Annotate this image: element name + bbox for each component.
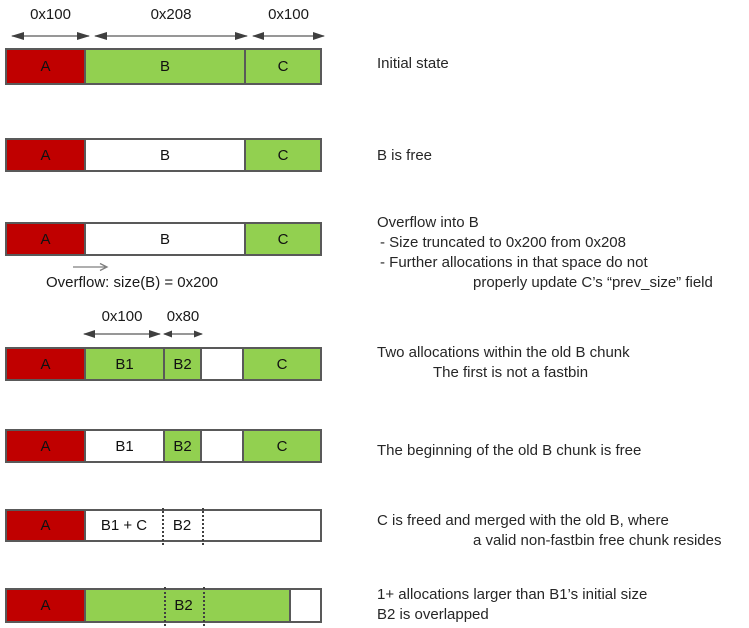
dimension-arrow-icon bbox=[11, 29, 90, 41]
caption-line: Initial state bbox=[377, 55, 449, 72]
chunk-b2-ghost-label: B2 bbox=[174, 597, 193, 614]
caption-line: a valid non-fastbin free chunk resides bbox=[473, 532, 722, 549]
caption-line: C is freed and merged with the old B, wh… bbox=[377, 512, 669, 529]
dim-label-0x100-c: 0x100 bbox=[268, 6, 309, 23]
chunk-c: C bbox=[246, 140, 320, 170]
caption-overflow: Overflow into B - Size truncated to 0x20… bbox=[377, 213, 713, 293]
caption-beginning-free: The beginning of the old B chunk is free bbox=[377, 441, 641, 461]
chunk-b-free: B bbox=[86, 140, 246, 170]
dim-label-0x80-b2: 0x80 bbox=[166, 308, 200, 325]
chunk-a: A bbox=[7, 349, 86, 379]
overflow-annotation: Overflow: size(B) = 0x200 bbox=[46, 274, 219, 291]
chunk-a: A bbox=[7, 590, 86, 621]
caption-line: B2 is overlapped bbox=[377, 606, 489, 623]
dim-label-0x100-a: 0x100 bbox=[30, 6, 71, 23]
caption-line: The beginning of the old B chunk is free bbox=[377, 442, 642, 459]
chunk-boundary-dotted bbox=[202, 508, 204, 545]
overflow-arrow-icon bbox=[72, 260, 110, 272]
chunk-b1-free: B1 bbox=[86, 431, 165, 461]
memory-bar-overflow: A B C bbox=[5, 222, 322, 256]
dim-label-0x100-b1: 0x100 bbox=[101, 308, 143, 325]
caption-c-freed-merged: C is freed and merged with the old B, wh… bbox=[377, 511, 721, 551]
chunk-b: B bbox=[86, 50, 246, 83]
chunk-a: A bbox=[7, 50, 86, 83]
chunk-new-allocation: B2 bbox=[86, 587, 291, 626]
caption-line: properly update C’s “prev_size” field bbox=[473, 274, 713, 291]
chunk-b1-plus-c: B1 + C B2 bbox=[86, 508, 320, 545]
chunk-b1-plus-c-label: B1 + C bbox=[100, 517, 148, 534]
dimension-arrow-icon bbox=[252, 29, 325, 41]
dimension-arrow-icon bbox=[94, 29, 248, 41]
chunk-b1: B1 bbox=[86, 349, 165, 379]
chunk-a: A bbox=[7, 431, 86, 461]
caption-two-allocations: Two allocations within the old B chunk T… bbox=[377, 343, 630, 383]
chunk-c: C bbox=[244, 431, 320, 461]
chunk-boundary-dotted bbox=[164, 587, 166, 626]
caption-b-is-free: B is free bbox=[377, 146, 432, 166]
chunk-boundary-dotted bbox=[203, 587, 205, 626]
chunk-free-gap bbox=[291, 590, 320, 621]
chunk-b2: B2 bbox=[165, 349, 202, 379]
chunk-a: A bbox=[7, 224, 86, 254]
chunk-c: C bbox=[244, 349, 320, 379]
dimension-arrow-icon bbox=[163, 327, 203, 339]
caption-overlapped: 1+ allocations larger than B1’s initial … bbox=[377, 585, 647, 625]
caption-line: B is free bbox=[377, 147, 433, 164]
chunk-free-gap bbox=[202, 431, 244, 461]
memory-bar-merged: A B1 + C B2 bbox=[5, 508, 322, 545]
chunk-b2: B2 bbox=[165, 431, 202, 461]
memory-bar-b1-free: A B1 B2 C bbox=[5, 429, 322, 463]
chunk-a: A bbox=[7, 511, 86, 540]
memory-bar-b-free: A B C bbox=[5, 138, 322, 172]
caption-line: The first is not a fastbin bbox=[433, 364, 589, 381]
memory-bar-overlapped: A B2 bbox=[5, 587, 322, 626]
caption-initial-state: Initial state bbox=[377, 54, 449, 74]
memory-bar-two-allocations: A B1 B2 C bbox=[5, 347, 322, 381]
caption-line: - Size truncated to 0x200 from 0x208 bbox=[380, 234, 626, 251]
caption-line: Two allocations within the old B chunk bbox=[377, 344, 630, 361]
memory-bar-initial: A B C bbox=[5, 48, 322, 85]
chunk-boundary-dotted bbox=[162, 508, 164, 545]
caption-line: 1+ allocations larger than B1’s initial … bbox=[377, 586, 648, 603]
chunk-b2-ghost-label: B2 bbox=[172, 517, 192, 534]
chunk-c: C bbox=[246, 224, 320, 254]
chunk-a: A bbox=[7, 140, 86, 170]
caption-line: Overflow into B bbox=[377, 214, 479, 231]
caption-line: - Further allocations in that space do n… bbox=[380, 254, 648, 271]
dim-label-0x208-b: 0x208 bbox=[150, 6, 192, 23]
chunk-b-free: B bbox=[86, 224, 246, 254]
dimension-arrow-icon bbox=[83, 327, 161, 339]
chunk-c: C bbox=[246, 50, 320, 83]
chunk-free-gap bbox=[202, 349, 244, 379]
